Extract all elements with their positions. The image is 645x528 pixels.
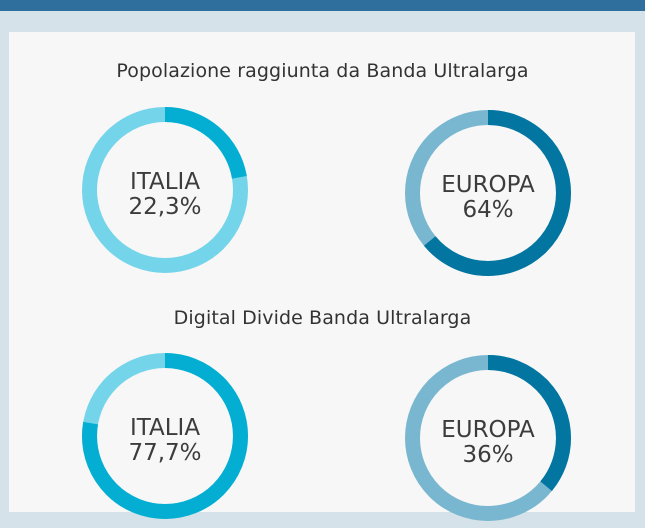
donut-value-arc: [82, 107, 248, 273]
donut-label-country: ITALIA: [129, 415, 201, 441]
donut-europa-coverage: EUROPA 64%: [398, 103, 578, 283]
donut-label-value: 77,7%: [128, 440, 202, 466]
donut-label-country: ITALIA: [129, 169, 201, 195]
section-title-digital-divide: Digital Divide Banda Ultralarga: [173, 307, 472, 329]
donut-label-value: 64%: [462, 197, 514, 223]
donut-label-value: 36%: [462, 442, 514, 468]
donut-italia-divide: ITALIA 77,7%: [75, 346, 255, 526]
infographic-panel: [9, 32, 635, 512]
donut-italia-coverage: ITALIA 22,3%: [75, 100, 255, 280]
donut-label-country: EUROPA: [441, 172, 535, 198]
donut-label-value: 22,3%: [128, 194, 202, 220]
donut-label-country: EUROPA: [441, 417, 535, 443]
donut-value-arc: [405, 355, 571, 521]
section-title-coverage: Popolazione raggiunta da Banda Ultralarg…: [116, 60, 529, 82]
donut-value-arc: [405, 110, 571, 276]
header-bar: [0, 0, 645, 11]
donut-europa-divide: EUROPA 36%: [398, 348, 578, 528]
